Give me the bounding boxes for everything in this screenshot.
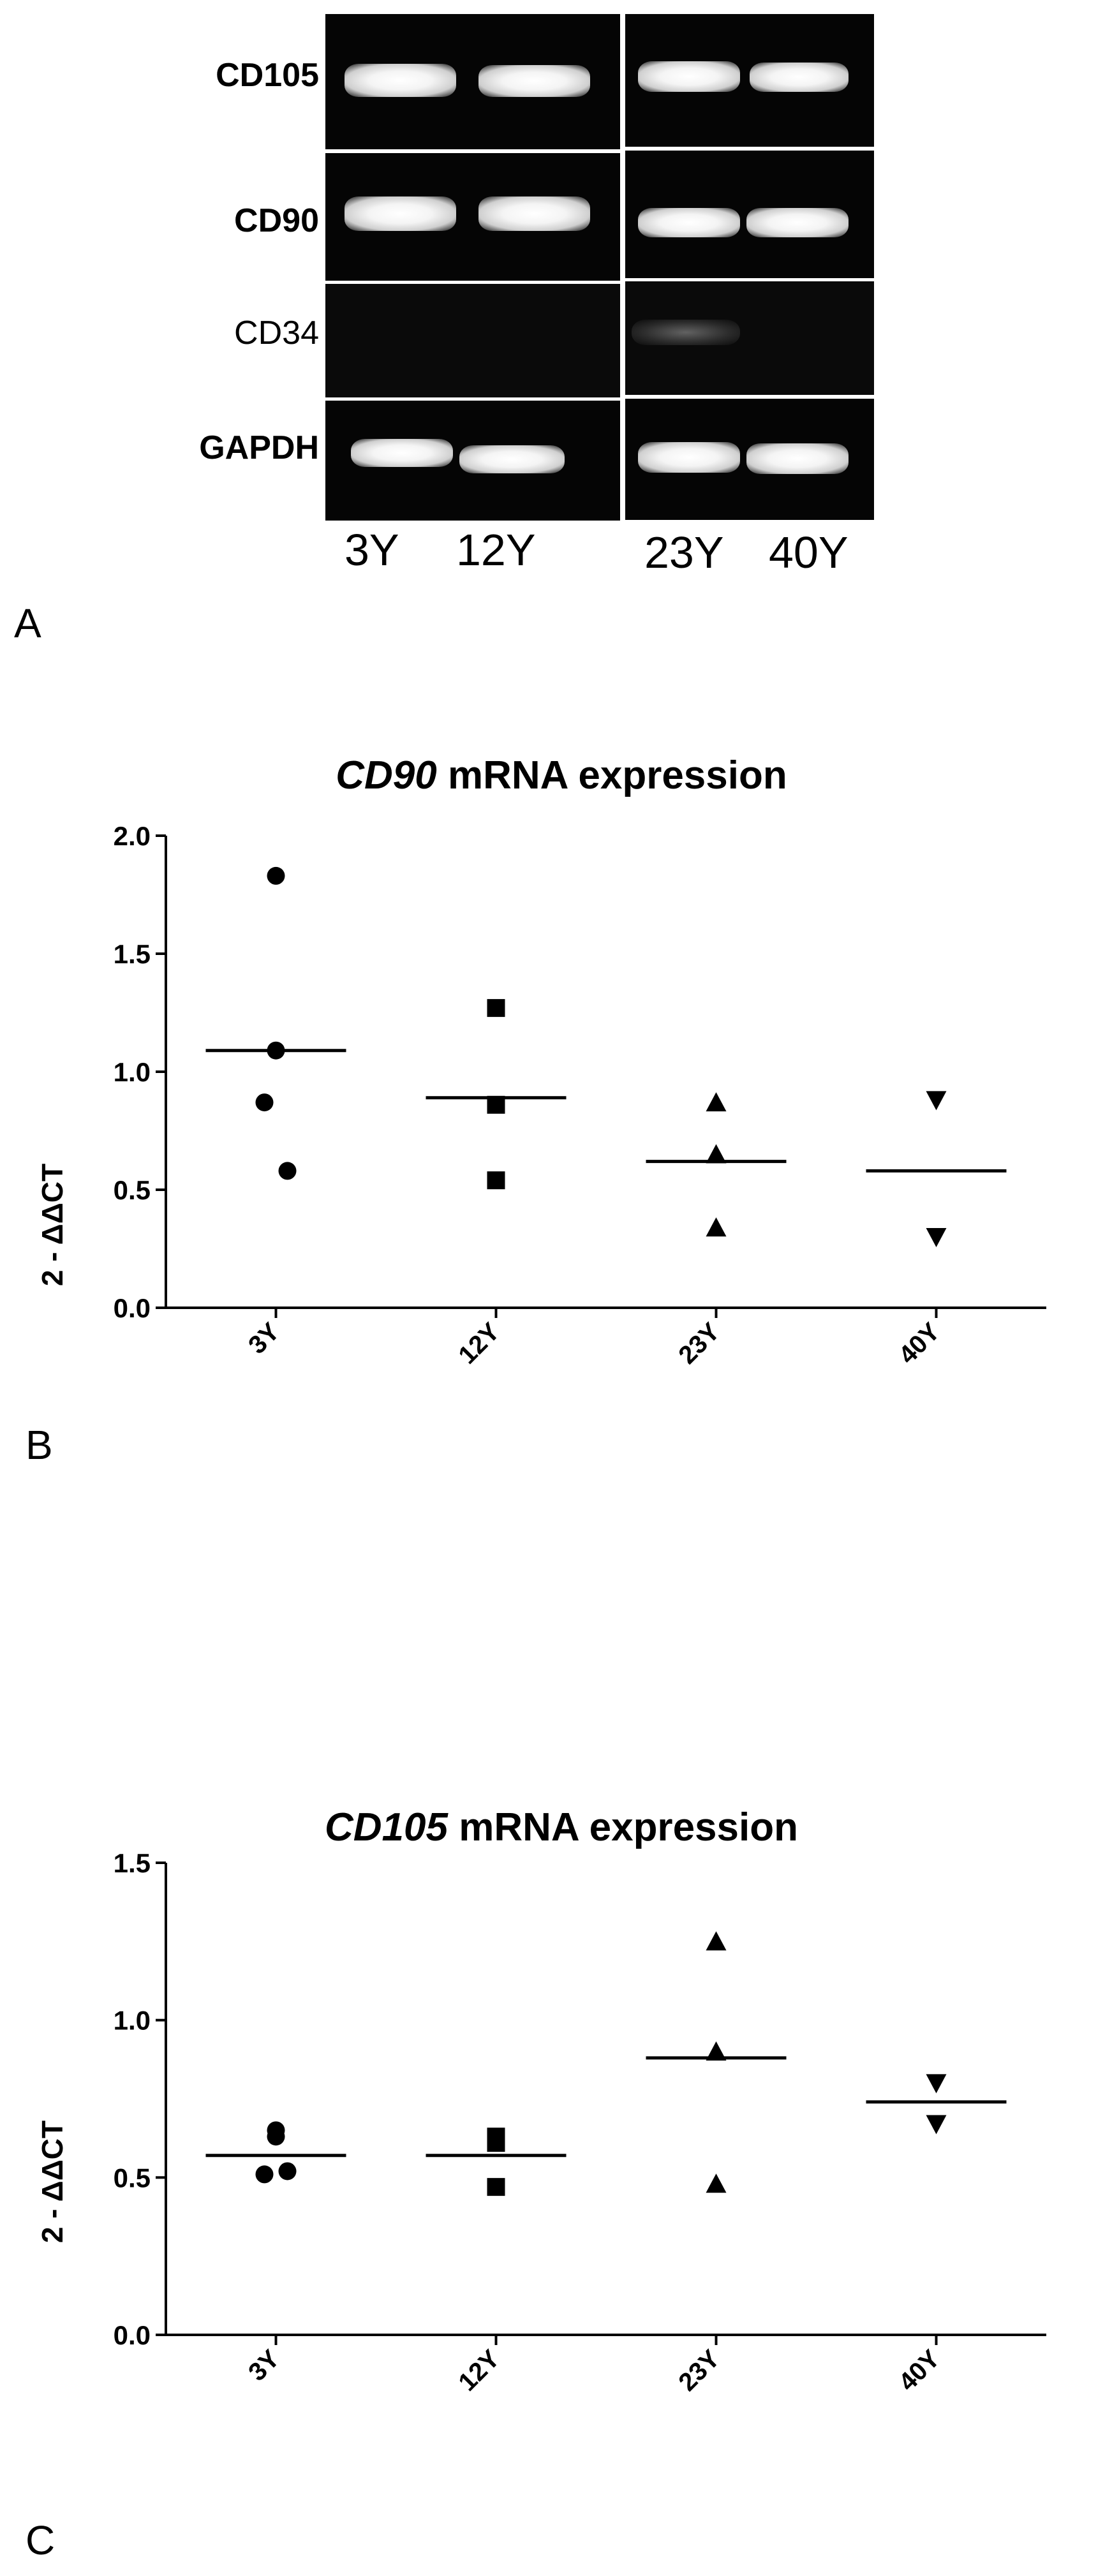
band — [638, 442, 740, 473]
data-point-triangle-up — [706, 1217, 727, 1237]
data-point-circle — [255, 1093, 274, 1112]
y-tick-label: 0.0 — [114, 2320, 151, 2350]
gel-block-cd105-left — [325, 14, 620, 149]
x-tick-label: 3Y — [243, 2344, 285, 2387]
gel-block-cd90-right — [625, 151, 874, 278]
chart-title: CD90 mRNA expression — [336, 753, 787, 797]
row-label-cd90: CD90 — [234, 202, 319, 239]
data-point-square — [487, 2178, 505, 2196]
x-tick-label: 40Y — [893, 1317, 945, 1370]
data-point-circle — [278, 2162, 297, 2180]
band — [638, 208, 740, 237]
data-point-square — [487, 1095, 505, 1114]
gel-block-gapdh-right — [625, 399, 874, 520]
band — [345, 196, 456, 231]
gel-block-cd34-left — [325, 284, 620, 397]
band — [351, 439, 453, 467]
x-tick-label: 23Y — [673, 2344, 725, 2397]
lane-label-23y: 23Y — [644, 528, 724, 577]
chart-cd90: CD90 mRNA expression 2 - ΔΔCT 0.0 0.5 1.0 1… — [36, 753, 1046, 1370]
data-point-square — [487, 999, 505, 1018]
data-point-triangle-up — [706, 2041, 727, 2061]
lane-label-40y: 40Y — [769, 528, 849, 577]
x-tick-label: 12Y — [453, 1317, 505, 1370]
y-tick-label: 1.5 — [114, 939, 151, 969]
lane-label-12y: 12Y — [456, 525, 536, 575]
y-tick-label: 0.0 — [114, 1293, 151, 1323]
plot-area: 0.0 0.5 1.0 1.5 3Y 12Y 23Y 40Y — [114, 1848, 1046, 2397]
x-tick-label: 3Y — [243, 1317, 285, 1359]
data-point-circle — [267, 2128, 285, 2146]
y-tick-label: 1.0 — [114, 2006, 151, 2036]
data-point-triangle-up — [706, 1144, 727, 1164]
chart-title: CD105 mRNA expression — [325, 1805, 798, 1849]
y-tick-label: 0.5 — [114, 2163, 151, 2193]
row-label-gapdh: GAPDH — [199, 429, 319, 466]
y-tick-label: 2.0 — [114, 821, 151, 851]
data-point-triangle-up — [706, 1092, 727, 1112]
data-point-triangle-down — [926, 2115, 947, 2135]
band — [478, 65, 590, 97]
panel-letter-b: B — [26, 1422, 53, 1468]
band-faint — [632, 320, 740, 345]
gel-block-cd90-left — [325, 153, 620, 281]
gel-block-gapdh-left — [325, 401, 620, 521]
x-tick-label: 40Y — [893, 2344, 945, 2397]
band — [345, 64, 456, 97]
gel-block-cd105-right — [625, 14, 874, 147]
y-tick-label: 1.0 — [114, 1057, 151, 1087]
row-label-cd105: CD105 — [216, 57, 319, 94]
gel-block-cd34-right — [625, 281, 874, 395]
band — [638, 61, 740, 92]
band — [459, 445, 565, 473]
y-tick-label: 1.5 — [114, 1848, 151, 1878]
data-point-triangle-down — [926, 1228, 947, 1247]
row-label-cd34: CD34 — [234, 315, 319, 352]
x-tick-label: 12Y — [453, 2344, 505, 2397]
panel-letter-c: C — [26, 2517, 56, 2563]
data-point-square — [487, 2134, 505, 2152]
band — [746, 443, 849, 474]
data-point-triangle-down — [926, 1091, 947, 1111]
x-tick-label: 23Y — [673, 1317, 725, 1370]
y-axis-label: 2 - ΔΔCT — [36, 1164, 69, 1286]
data-point-square — [487, 1171, 505, 1190]
data-point-triangle-up — [706, 2173, 727, 2193]
lane-label-3y: 3Y — [345, 525, 399, 575]
data-point-circle — [278, 1162, 297, 1180]
data-point-circle — [267, 866, 285, 885]
chart-cd105: CD105 mRNA expression 2 - ΔΔCT 0.0 0.5 1.0… — [36, 1805, 1046, 2397]
plot-area: 0.0 0.5 1.0 1.5 2.0 3Y 12Y 23Y 40Y — [114, 821, 1046, 1370]
band — [746, 208, 849, 237]
band — [750, 63, 849, 92]
panel-letter-a: A — [14, 600, 41, 646]
data-point-circle — [267, 1041, 285, 1060]
data-point-triangle-up — [706, 1931, 727, 1951]
y-tick-label: 0.5 — [114, 1175, 151, 1205]
data-point-triangle-down — [926, 2074, 947, 2094]
data-point-circle — [255, 2165, 274, 2184]
band — [478, 196, 590, 231]
y-axis-label: 2 - ΔΔCT — [36, 2121, 69, 2243]
